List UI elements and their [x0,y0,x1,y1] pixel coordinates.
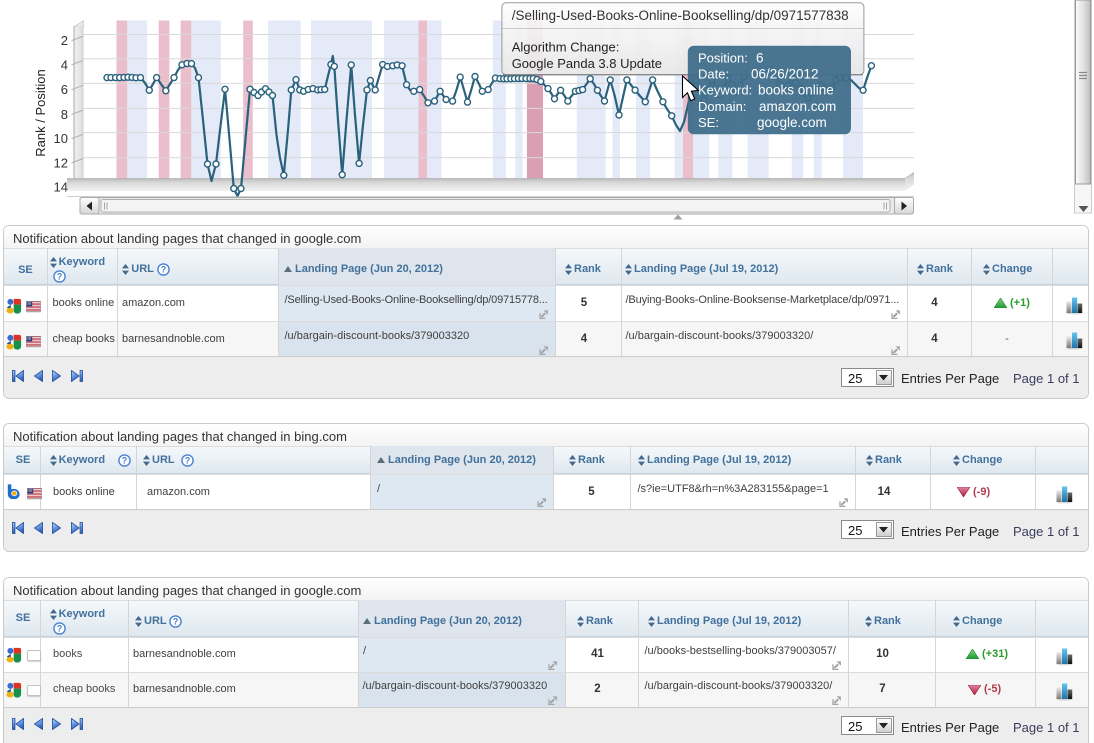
svg-text:10: 10 [54,131,68,146]
svg-text:8: 8 [61,107,68,122]
svg-text:Domain:: Domain: [698,99,746,114]
svg-text:Rank / Position: Rank / Position [33,69,48,156]
svg-text:12: 12 [54,155,68,170]
svg-text:/Selling-Used-Books-Online-Boo: /Selling-Used-Books-Online-Bookselling/d… [512,8,849,23]
svg-text:google.com: google.com [757,115,827,130]
svg-text:Keyword:: Keyword: [698,83,752,98]
svg-text:Position:: Position: [698,51,748,66]
svg-text:?: ? [160,264,166,274]
svg-text:?: ? [122,456,128,466]
svg-text:books online: books online [758,83,834,98]
svg-text:?: ? [173,616,179,626]
svg-text:Algorithm Change:: Algorithm Change: [512,40,620,55]
svg-text:06/26/2012: 06/26/2012 [751,67,819,82]
svg-text:4: 4 [61,57,68,72]
svg-text:2: 2 [61,33,68,48]
svg-text:amazon.com: amazon.com [759,99,836,114]
svg-text:14: 14 [54,180,68,195]
svg-text:?: ? [57,623,63,633]
svg-text:Date:: Date: [698,67,729,82]
svg-text:Google Panda 3.8 Update: Google Panda 3.8 Update [512,56,662,71]
svg-text:6: 6 [61,82,68,97]
svg-text:SE:: SE: [698,115,719,130]
svg-text:?: ? [57,272,63,282]
svg-text:6: 6 [756,51,764,66]
svg-text:?: ? [185,456,191,466]
